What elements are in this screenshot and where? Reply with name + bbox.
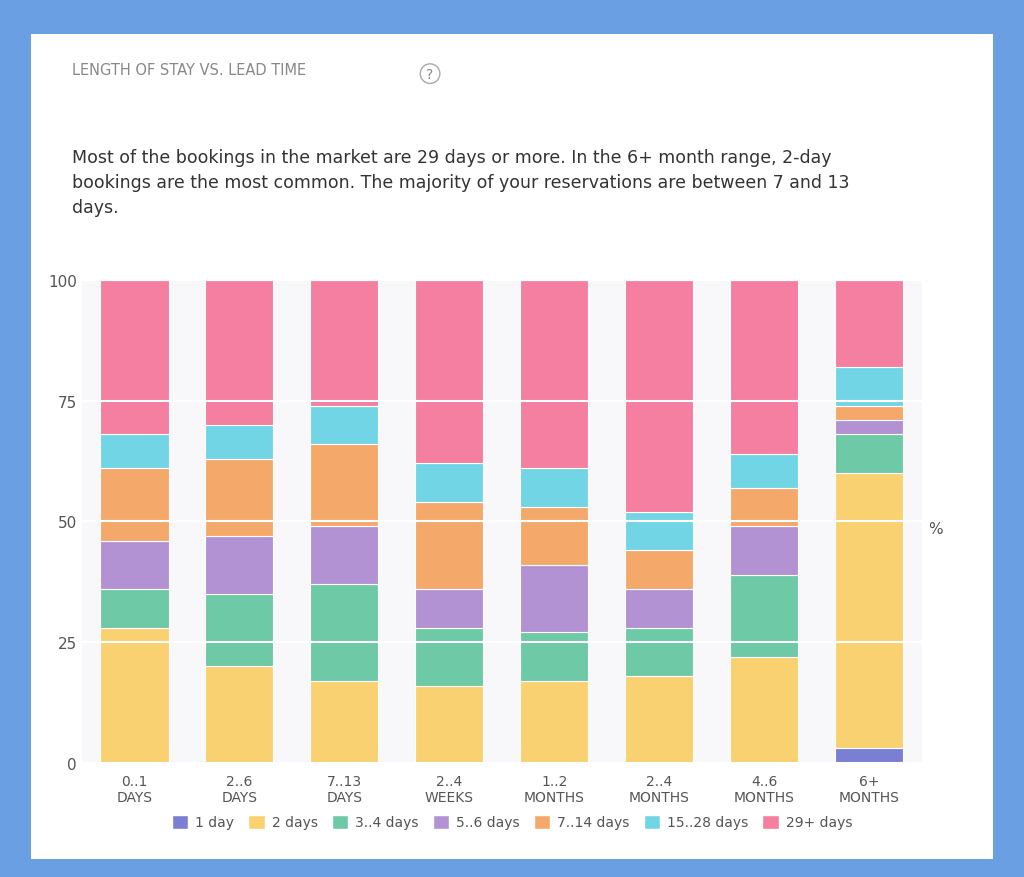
Bar [835,367,903,406]
Bar [100,281,169,435]
Bar [310,281,379,406]
Bar [100,468,169,541]
Text: ?: ? [426,68,434,82]
Bar [100,541,169,589]
Bar [730,657,799,763]
Bar [835,406,903,420]
Bar [625,628,693,676]
Text: LENGTH OF STAY VS. LEAD TIME: LENGTH OF STAY VS. LEAD TIME [72,62,306,77]
Bar [520,633,589,681]
Bar [520,281,589,468]
Bar [310,681,379,763]
Bar [625,676,693,763]
Bar [310,526,379,584]
Bar [205,595,273,667]
Legend: 1 day, 2 days, 3..4 days, 5..6 days, 7..14 days, 15..28 days, 29+ days: 1 day, 2 days, 3..4 days, 5..6 days, 7..… [166,809,858,835]
Bar [730,454,799,488]
Bar [520,566,589,633]
Bar [625,512,693,551]
Bar [835,281,903,367]
Bar [520,468,589,507]
Bar [835,435,903,474]
Bar [205,281,273,425]
Bar [835,474,903,749]
Bar [730,281,799,454]
Bar [100,589,169,628]
Bar [415,628,483,686]
Bar [415,281,483,464]
Bar [310,584,379,681]
Bar [625,589,693,628]
Bar [310,406,379,445]
Bar [415,686,483,763]
Bar [100,628,169,763]
Text: Most of the bookings in the market are 29 days or more. In the 6+ month range, 2: Most of the bookings in the market are 2… [72,149,849,217]
Bar [520,507,589,566]
Bar [730,575,799,657]
Bar [415,589,483,628]
Bar [625,281,693,512]
Bar [415,503,483,589]
Bar [205,667,273,763]
Bar [205,460,273,536]
Bar [730,488,799,526]
Bar [835,749,903,763]
Bar [625,551,693,589]
Bar [205,536,273,595]
Bar [415,464,483,503]
Bar [835,420,903,435]
Bar [310,445,379,526]
Y-axis label: %: % [928,522,943,537]
Bar [100,435,169,468]
Bar [730,526,799,575]
Bar [205,425,273,460]
Bar [520,681,589,763]
